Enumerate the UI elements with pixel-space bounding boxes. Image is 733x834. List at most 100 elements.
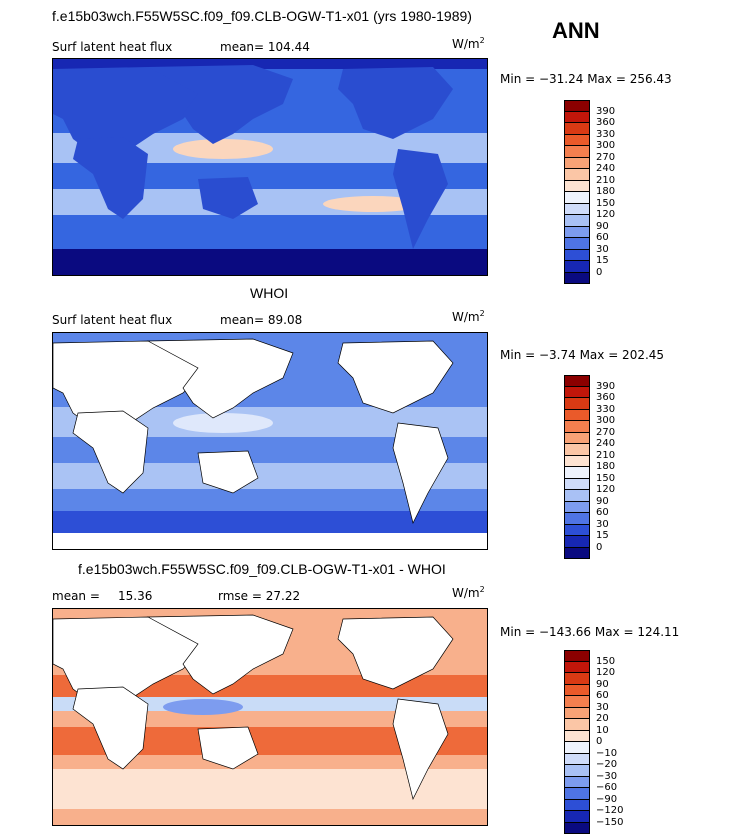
colorbar-tick-label: 0 [596, 736, 602, 748]
colorbar-swatch [564, 513, 590, 525]
panel2-mean-label: mean= 89.08 [220, 313, 302, 327]
colorbar-tick-label: 330 [596, 129, 615, 141]
colorbar-swatch [564, 685, 590, 697]
colorbar-tick-label: 30 [596, 702, 609, 714]
panel1-minmax: Min = −31.24 Max = 256.43 [500, 72, 672, 86]
colorbar-tick-label: 210 [596, 175, 615, 187]
colorbar-tick-label: 300 [596, 415, 615, 427]
colorbar-swatch [564, 673, 590, 685]
panel1-units: W/m2 [452, 36, 485, 51]
panel3-title: f.e15b03wch.F55W5SC.f09_f09.CLB-OGW-T1-x… [78, 561, 446, 577]
colorbar-swatch [564, 100, 590, 112]
colorbar-swatch [564, 650, 590, 662]
colorbar-swatch [564, 525, 590, 537]
panel2-hot-spot [173, 413, 273, 433]
colorbar-tick-label: −30 [596, 771, 617, 783]
colorbar-tick-label: 120 [596, 209, 615, 221]
colorbar-swatch [564, 192, 590, 204]
colorbar-tick-label: 60 [596, 690, 609, 702]
colorbar-swatch [564, 788, 590, 800]
colorbar-swatch [564, 375, 590, 387]
main-title: f.e15b03wch.F55W5SC.f09_f09.CLB-OGW-T1-x… [52, 8, 472, 24]
panel2-map [52, 332, 488, 550]
colorbar-swatch [564, 398, 590, 410]
colorbar-tick-label: 210 [596, 450, 615, 462]
colorbar-swatch [564, 250, 590, 262]
panel2-variable-label: Surf latent heat flux [52, 313, 172, 327]
season-label: ANN [552, 18, 600, 44]
colorbar-tick-label: 30 [596, 244, 609, 256]
panel3-mean-value: 15.36 [118, 589, 152, 603]
colorbar-swatch [564, 490, 590, 502]
colorbar-swatch [564, 742, 590, 754]
colorbar-swatch [564, 731, 590, 743]
colorbar-swatch [564, 823, 590, 834]
colorbar-swatch [564, 227, 590, 239]
colorbar-swatch [564, 502, 590, 514]
colorbar-swatch [564, 696, 590, 708]
colorbar-swatch [564, 158, 590, 170]
colorbar-swatch [564, 479, 590, 491]
colorbar-swatch [564, 708, 590, 720]
colorbar-swatch [564, 467, 590, 479]
colorbar-tick-label: 240 [596, 438, 615, 450]
colorbar-swatch [564, 169, 590, 181]
panel1-map-field [53, 59, 487, 275]
panel1-colorbar [564, 100, 590, 284]
panel3-map-field [53, 609, 487, 825]
panel3-units: W/m2 [452, 585, 485, 600]
colorbar-swatch [564, 433, 590, 445]
colorbar-swatch [564, 261, 590, 273]
panel1-antarctica [53, 249, 487, 275]
panel1-map [52, 58, 488, 276]
colorbar-swatch [564, 800, 590, 812]
colorbar-tick-label: 0 [596, 542, 602, 554]
colorbar-swatch [564, 456, 590, 468]
colorbar-tick-label: 20 [596, 713, 609, 725]
panel3-map [52, 608, 488, 826]
colorbar-tick-label: 90 [596, 496, 609, 508]
colorbar-tick-label: 10 [596, 725, 609, 737]
colorbar-swatch [564, 146, 590, 158]
colorbar-swatch [564, 135, 590, 147]
colorbar-tick-label: 240 [596, 163, 615, 175]
colorbar-swatch [564, 719, 590, 731]
colorbar-swatch [564, 123, 590, 135]
colorbar-tick-label: 30 [596, 519, 609, 531]
colorbar-swatch [564, 238, 590, 250]
colorbar-tick-label: 15 [596, 530, 609, 542]
colorbar-swatch [564, 662, 590, 674]
colorbar-swatch [564, 410, 590, 422]
colorbar-tick-label: 150 [596, 473, 615, 485]
panel3-rmse-label: rmse = 27.22 [218, 589, 300, 603]
colorbar-swatch [564, 215, 590, 227]
colorbar-swatch [564, 181, 590, 193]
colorbar-tick-label: 0 [596, 267, 602, 279]
colorbar-tick-label: 360 [596, 117, 615, 129]
panel2-colorbar [564, 375, 590, 559]
panel1-mean-label: mean= 104.44 [220, 40, 310, 54]
colorbar-tick-label: −20 [596, 759, 617, 771]
colorbar-tick-label: −10 [596, 748, 617, 760]
colorbar-tick-label: 150 [596, 198, 615, 210]
panel3-cool-spot [163, 699, 243, 715]
colorbar-tick-label: 15 [596, 255, 609, 267]
colorbar-tick-label: −90 [596, 794, 617, 806]
colorbar-tick-label: 270 [596, 427, 615, 439]
colorbar-tick-label: 150 [596, 656, 615, 668]
colorbar-swatch [564, 777, 590, 789]
colorbar-tick-label: −60 [596, 782, 617, 794]
panel2-title: WHOI [250, 285, 288, 301]
colorbar-swatch [564, 387, 590, 399]
colorbar-tick-label: −120 [596, 805, 623, 817]
colorbar-tick-label: 120 [596, 667, 615, 679]
colorbar-swatch [564, 204, 590, 216]
panel3-mean-prefix: mean = [52, 589, 100, 603]
panel2-antarctica [53, 533, 487, 549]
colorbar-tick-label: 60 [596, 232, 609, 244]
colorbar-tick-label: 390 [596, 381, 615, 393]
colorbar-tick-label: 330 [596, 404, 615, 416]
colorbar-tick-label: −150 [596, 817, 623, 829]
colorbar-tick-label: 180 [596, 186, 615, 198]
colorbar-tick-label: 180 [596, 461, 615, 473]
